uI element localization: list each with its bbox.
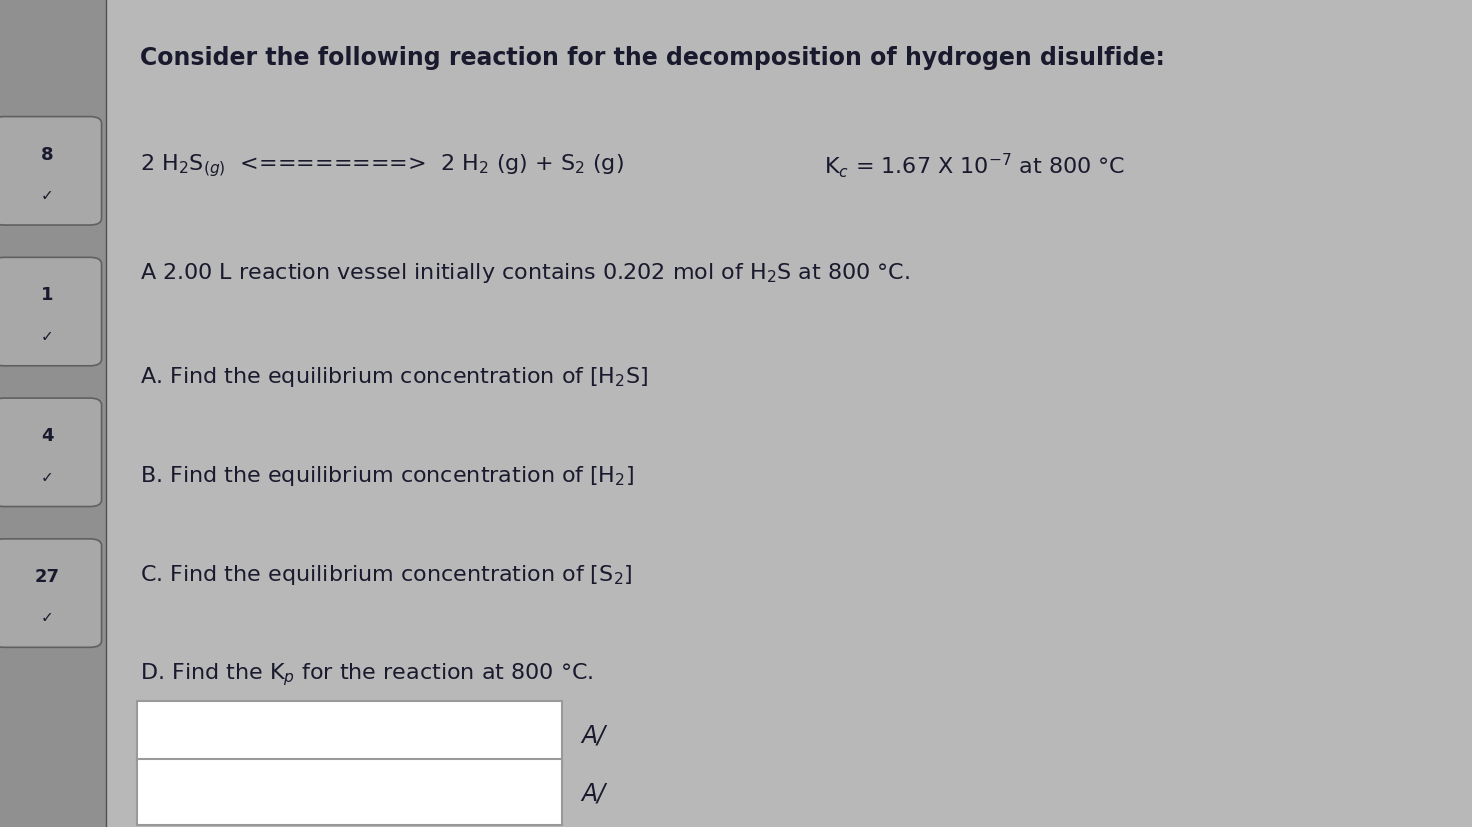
- FancyBboxPatch shape: [0, 539, 102, 648]
- Text: ✓: ✓: [41, 328, 53, 343]
- Text: 4: 4: [41, 427, 53, 445]
- Text: K$_c$ = 1.67 X 10$^{-7}$ at 800 $\degree$C: K$_c$ = 1.67 X 10$^{-7}$ at 800 $\degree…: [824, 151, 1126, 179]
- Text: 2 H$_2$S$_{(g)}$  <========>  2 H$_2$ (g) + S$_2$ (g): 2 H$_2$S$_{(g)}$ <========> 2 H$_2$ (g) …: [140, 152, 624, 179]
- Text: A. Find the equilibrium concentration of [H$_2$S]: A. Find the equilibrium concentration of…: [140, 365, 648, 388]
- Text: 1: 1: [41, 286, 53, 304]
- Text: A 2.00 L reaction vessel initially contains 0.202 mol of H$_2$S at 800 $\degree$: A 2.00 L reaction vessel initially conta…: [140, 261, 910, 284]
- Text: B. Find the equilibrium concentration of [H$_2$]: B. Find the equilibrium concentration of…: [140, 464, 634, 487]
- Text: ✓: ✓: [41, 188, 53, 203]
- Text: ✓: ✓: [41, 609, 53, 624]
- Text: D. Find the K$_p$ for the reaction at 800 $\degree$C.: D. Find the K$_p$ for the reaction at 80…: [140, 661, 593, 687]
- FancyBboxPatch shape: [0, 117, 102, 226]
- FancyBboxPatch shape: [0, 399, 102, 507]
- Text: 8: 8: [41, 146, 53, 164]
- FancyBboxPatch shape: [0, 258, 102, 366]
- Text: 27: 27: [35, 567, 59, 586]
- Text: A/: A/: [581, 723, 605, 746]
- Text: A/: A/: [581, 781, 605, 804]
- FancyBboxPatch shape: [137, 701, 562, 767]
- Text: C. Find the equilibrium concentration of [S$_2$]: C. Find the equilibrium concentration of…: [140, 563, 631, 586]
- FancyBboxPatch shape: [137, 759, 562, 825]
- Text: ✓: ✓: [41, 469, 53, 484]
- Text: Consider the following reaction for the decomposition of hydrogen disulfide:: Consider the following reaction for the …: [140, 46, 1164, 69]
- FancyBboxPatch shape: [0, 0, 106, 827]
